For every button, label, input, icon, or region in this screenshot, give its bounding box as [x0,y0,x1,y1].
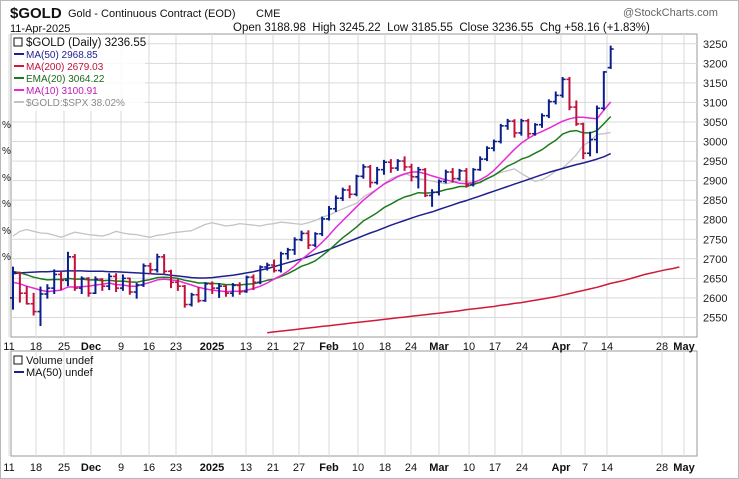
volume-x-tick-label: 21 [267,462,279,474]
ohlc-readout: Open 3188.98 High 3245.22 Low 3185.55 Cl… [233,22,650,34]
y-tick-label: 3050 [703,117,727,129]
volume-x-tick-label: Feb [319,462,339,474]
y-tick-label: 3150 [703,78,727,90]
legend-label-ratio: $GOLD:$SPX 38.02% [26,98,125,109]
x-tick-label: 24 [516,341,528,353]
left-axis-label: % [2,199,11,210]
x-tick-label: 25 [58,341,70,353]
x-tick-label: 17 [489,341,501,353]
x-tick-label: 18 [379,341,391,353]
volume-legend-label-vol_ma50: MA(50) undef [26,367,94,379]
volume-x-tick-label: May [673,462,695,474]
watermark: @StockCharts.com [623,7,718,19]
y-tick-label: 2850 [703,195,727,207]
y-tick-label: 3200 [703,58,727,70]
y-tick-label: 3250 [703,39,727,51]
volume-x-tick-label: 28 [656,462,668,474]
y-tick-label: 2800 [703,215,727,227]
volume-x-tick-label: 18 [30,462,42,474]
volume-x-tick-label: 27 [293,462,305,474]
x-tick-label: 27 [293,341,305,353]
x-tick-label: Apr [552,341,572,353]
y-tick-label: 2950 [703,156,727,168]
left-axis-label: % [2,146,11,157]
left-axis-label: % [2,252,11,263]
exchange-label: CME [256,8,281,20]
ma50-line [12,152,612,279]
legend-swatch [13,37,23,47]
legend-label-ma200: MA(200) 2679.03 [26,62,104,73]
volume-x-tick-label: 14 [601,462,613,474]
x-tick-label: 23 [170,341,182,353]
y-tick-label: 2600 [703,293,727,305]
volume-legend-label-volume: Volume undef [26,355,94,367]
volume-x-tick-label: Apr [552,462,572,474]
y-tick-label: 3000 [703,137,727,149]
x-tick-label: Dec [81,341,101,353]
x-tick-label: 13 [240,341,252,353]
x-tick-label: 14 [601,341,613,353]
y-tick-label: 2700 [703,254,727,266]
x-tick-label: 28 [656,341,668,353]
y-tick-label: 2550 [703,312,727,324]
left-axis-label: % [2,173,11,184]
x-tick-label: May [673,341,695,353]
volume-x-tick-label: 17 [489,462,501,474]
volume-x-tick-label: 24 [516,462,528,474]
left-axis-label: % [2,120,11,131]
legend-label-price: $GOLD (Daily) 3236.55 [26,37,146,49]
legend-label-ema20: EMA(20) 3064.22 [26,74,105,85]
y-tick-label: 2750 [703,234,727,246]
volume-x-tick-label: 23 [170,462,182,474]
volume-x-tick-label: Dec [81,462,101,474]
symbol-title: $GOLD [10,5,62,22]
left-axis-label: % [2,226,11,237]
x-tick-label: 9 [118,341,124,353]
volume-x-tick-label: 18 [379,462,391,474]
volume-x-tick-label: 16 [143,462,155,474]
legend-label-ma10: MA(10) 3100.91 [26,86,98,97]
volume-x-tick-label: 24 [405,462,417,474]
x-tick-label: 21 [267,341,279,353]
ema20-line [12,115,612,286]
volume-x-tick-label: 10 [463,462,475,474]
volume-x-tick-label: 11 [3,462,14,474]
x-tick-label: 24 [405,341,417,353]
volume-panel-frame [10,350,698,457]
ma10-line [12,101,612,293]
x-tick-label: Mar [429,341,449,353]
volume-x-tick-label: 2025 [200,462,224,474]
volume-x-tick-label: 7 [582,462,588,474]
volume-x-tick-label: 10 [352,462,364,474]
volume-x-tick-label: Mar [429,462,449,474]
y-tick-label: 2900 [703,176,727,188]
x-tick-label: 10 [352,341,364,353]
x-tick-label: Feb [319,341,339,353]
chart-date: 11-Apr-2025 [10,23,71,35]
volume-x-tick-label: 13 [240,462,252,474]
x-tick-label: 2025 [200,341,224,353]
x-tick-label: 10 [463,341,475,353]
legend-label-ma50: MA(50) 2968.85 [26,50,98,61]
volume-x-tick-label: 9 [118,462,124,474]
x-tick-label: 11 [3,341,14,353]
x-tick-label: 18 [30,341,42,353]
ratio-line [12,131,611,238]
x-tick-label: 7 [582,341,588,353]
ma200-line [267,266,680,334]
instrument-name: Gold - Continuous Contract (EOD) [68,8,236,20]
y-tick-label: 2650 [703,273,727,285]
x-tick-label: 16 [143,341,155,353]
volume-x-tick-label: 25 [58,462,70,474]
legend-swatch [13,355,23,365]
legend-background [12,35,145,111]
y-tick-label: 3100 [703,97,727,109]
